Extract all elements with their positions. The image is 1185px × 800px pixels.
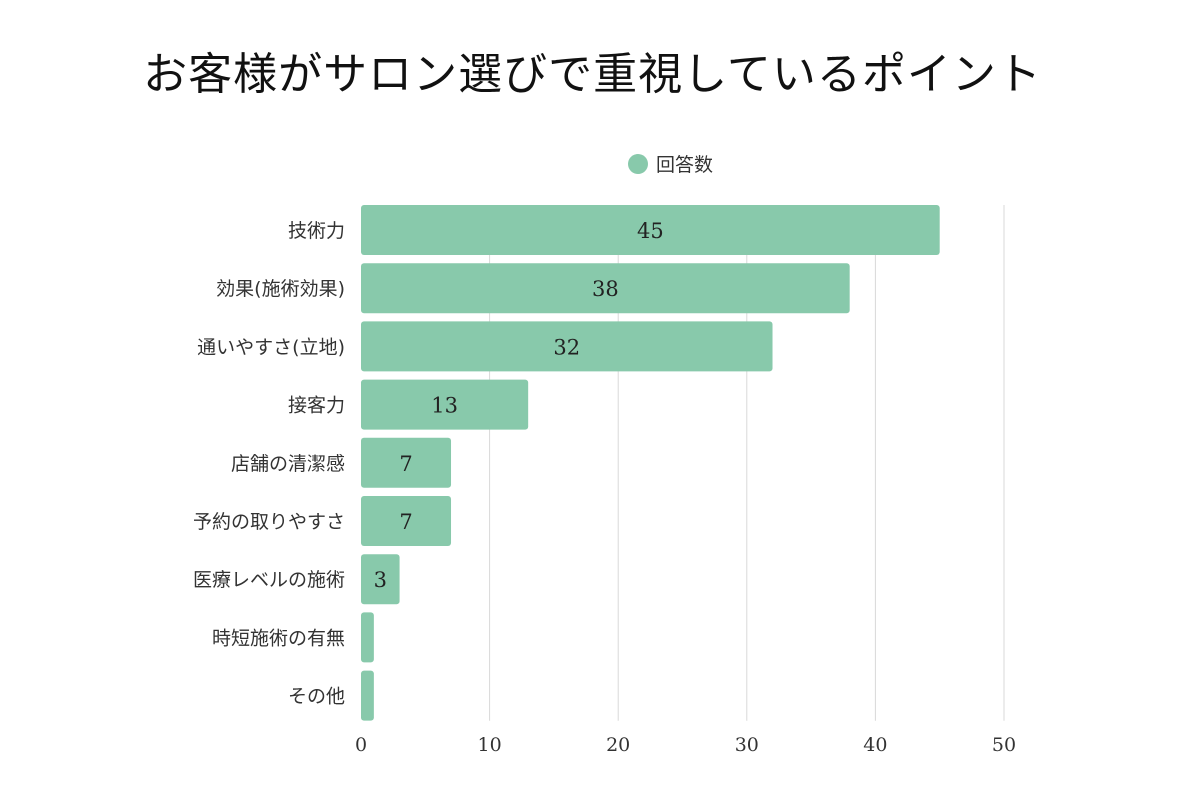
legend-marker xyxy=(628,154,648,174)
x-tick-label: 50 xyxy=(992,734,1016,756)
legend-label: 回答数 xyxy=(656,154,713,176)
category-label: 接客力 xyxy=(288,395,345,417)
category-label: 通いやすさ(立地) xyxy=(197,336,345,358)
x-tick-label: 20 xyxy=(606,734,630,756)
category-label: 時短施術の有無 xyxy=(212,627,345,649)
x-tick-label: 10 xyxy=(478,734,502,756)
data-label: 7 xyxy=(399,452,412,476)
data-label: 38 xyxy=(592,277,619,301)
bar xyxy=(361,612,374,663)
chart-title: お客様がサロン選びで重視しているポイント xyxy=(143,49,1042,100)
data-label: 7 xyxy=(399,510,412,534)
category-label: 医療レベルの施術 xyxy=(193,569,345,591)
x-tick-label: 40 xyxy=(863,734,887,756)
data-label: 45 xyxy=(637,219,664,243)
category-label: その他 xyxy=(288,686,345,708)
bar xyxy=(361,321,773,372)
bar xyxy=(361,205,940,255)
bar xyxy=(361,437,452,488)
bar xyxy=(361,263,850,314)
x-tick-label: 30 xyxy=(735,734,759,756)
category-label: 店舗の清潔感 xyxy=(231,453,345,475)
category-label: 効果(施術効果) xyxy=(216,278,345,300)
bar xyxy=(361,670,374,721)
data-label: 3 xyxy=(374,568,387,592)
category-label: 予約の取りやすさ xyxy=(193,511,345,533)
bar xyxy=(361,379,529,430)
category-label: 技術力 xyxy=(288,220,345,242)
data-label: 13 xyxy=(431,394,458,418)
x-tick-label: 0 xyxy=(355,734,367,756)
bar xyxy=(361,554,400,605)
bar xyxy=(361,496,452,546)
data-label: 32 xyxy=(553,335,580,359)
